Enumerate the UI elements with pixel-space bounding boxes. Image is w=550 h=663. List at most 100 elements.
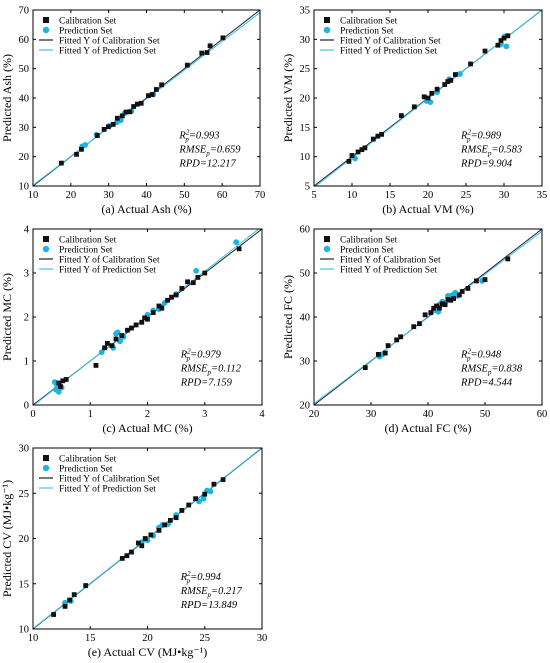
y-tick-label: 30 bbox=[19, 444, 30, 455]
legend-label: Calibration Set bbox=[59, 455, 117, 465]
x-tick-label: 15 bbox=[385, 190, 396, 201]
x-tick-label: 60 bbox=[537, 409, 548, 420]
calibration-point bbox=[411, 324, 417, 330]
calibration-point bbox=[495, 42, 501, 48]
y-tick-label: 15 bbox=[300, 123, 311, 134]
calibration-point bbox=[362, 145, 368, 151]
legend-label: Fitted Y of Prediction Set bbox=[340, 46, 437, 57]
calibration-point bbox=[399, 113, 404, 118]
y-axis-label: Predicted VM (%) bbox=[281, 54, 295, 142]
legend-marker-prediction bbox=[323, 26, 331, 34]
calibration-point bbox=[431, 305, 437, 311]
calibration-point bbox=[190, 280, 196, 286]
x-tick-label: 10 bbox=[28, 190, 39, 201]
x-tick-label: 40 bbox=[423, 409, 434, 420]
calibration-point bbox=[62, 603, 68, 609]
x-tick-label: 5 bbox=[311, 190, 316, 201]
calibration-point bbox=[359, 147, 365, 153]
calibration-point bbox=[173, 515, 179, 521]
calibration-point bbox=[125, 327, 130, 333]
prediction-point bbox=[114, 329, 121, 336]
x-tick-label: 70 bbox=[255, 190, 266, 201]
x-tick-label: 35 bbox=[537, 190, 548, 201]
x-tick-label: 10 bbox=[347, 190, 358, 201]
calibration-point bbox=[119, 113, 125, 119]
legend-label: Prediction Set bbox=[340, 246, 394, 256]
calibration-point bbox=[168, 518, 173, 523]
legend-label: Fitted Y of Prediction Set bbox=[59, 46, 156, 57]
calibration-point bbox=[349, 153, 355, 158]
x-tick-label: 20 bbox=[142, 633, 153, 644]
stat-r2: R2 p=0.993 bbox=[178, 128, 219, 143]
calibration-point bbox=[127, 109, 133, 115]
x-tick-label: 2 bbox=[145, 409, 150, 420]
prediction-point bbox=[193, 267, 200, 274]
calibration-point bbox=[169, 294, 174, 300]
y-tick-label: 15 bbox=[19, 579, 30, 590]
y-tick-label: 50 bbox=[300, 269, 311, 280]
legend-marker-prediction bbox=[42, 464, 50, 472]
x-axis-label: (b) Actual VM (%) bbox=[382, 202, 473, 216]
y-axis-label: Predicted MC (%) bbox=[0, 273, 14, 361]
calibration-point bbox=[501, 35, 507, 41]
y-tick-label: 20 bbox=[300, 94, 311, 105]
legend-label: Fitted Y of Calibration Set bbox=[59, 36, 160, 47]
y-tick-label: 40 bbox=[19, 94, 30, 105]
legend-label: Fitted Y of Prediction Set bbox=[59, 484, 156, 495]
x-tick-label: 30 bbox=[103, 190, 114, 201]
calibration-point bbox=[425, 95, 431, 101]
calibration-point bbox=[156, 527, 162, 533]
fit-line-prediction bbox=[33, 12, 260, 186]
calibration-point bbox=[474, 278, 479, 284]
prediction-point bbox=[98, 349, 105, 356]
legend-label: Prediction Set bbox=[340, 27, 394, 37]
x-tick-label: 20 bbox=[423, 190, 434, 201]
prediction-point bbox=[117, 338, 123, 345]
y-tick-label: 3 bbox=[24, 269, 29, 280]
prediction-point bbox=[82, 142, 89, 148]
legend-label: Fitted Y of Calibration Set bbox=[340, 255, 441, 266]
stat-rpd: RPD=7.159 bbox=[180, 377, 233, 388]
calibration-point bbox=[93, 363, 99, 368]
calibration-point bbox=[465, 286, 471, 291]
x-tick-label: 30 bbox=[257, 633, 268, 644]
calibration-point bbox=[150, 310, 156, 315]
chart-a: 10 20 30 40 50 60 70 10 20 30 40 50 60 70 (a) Actual A… bbox=[0, 6, 265, 217]
stat-r2: R2 p=0.994 bbox=[180, 570, 222, 585]
calibration-point bbox=[109, 343, 115, 348]
y-tick-label: 50 bbox=[19, 64, 30, 75]
calibration-point bbox=[370, 136, 376, 142]
y-tick-label: 30 bbox=[19, 123, 30, 134]
calibration-point bbox=[452, 72, 458, 77]
y-tick-label: 0 bbox=[24, 401, 29, 412]
calibration-point bbox=[355, 149, 361, 155]
calibration-point bbox=[149, 92, 155, 97]
calibration-point bbox=[437, 305, 442, 311]
calibration-point bbox=[482, 277, 488, 282]
y-tick-label: 30 bbox=[300, 357, 311, 368]
calibration-point bbox=[60, 378, 66, 384]
y-tick-label: 20 bbox=[19, 152, 30, 163]
calibration-point bbox=[202, 270, 208, 276]
y-tick-label: 60 bbox=[19, 35, 30, 46]
legend-marker-prediction bbox=[42, 245, 50, 253]
y-tick-label: 4 bbox=[24, 225, 30, 236]
calibration-point bbox=[468, 61, 473, 67]
calibration-point bbox=[165, 297, 170, 303]
calibration-point bbox=[448, 297, 454, 303]
calibration-point bbox=[79, 146, 84, 152]
calibration-point bbox=[124, 553, 130, 559]
calibration-point bbox=[220, 477, 226, 483]
calibration-point bbox=[129, 549, 134, 555]
y-tick-label: 25 bbox=[300, 64, 311, 75]
y-tick-label: 10 bbox=[19, 182, 30, 193]
x-tick-label: 25 bbox=[461, 190, 472, 201]
calibration-point bbox=[236, 246, 242, 252]
calibration-point bbox=[63, 377, 69, 382]
calibration-point bbox=[119, 556, 125, 561]
calibration-point bbox=[142, 315, 148, 321]
calibration-point bbox=[199, 50, 205, 56]
